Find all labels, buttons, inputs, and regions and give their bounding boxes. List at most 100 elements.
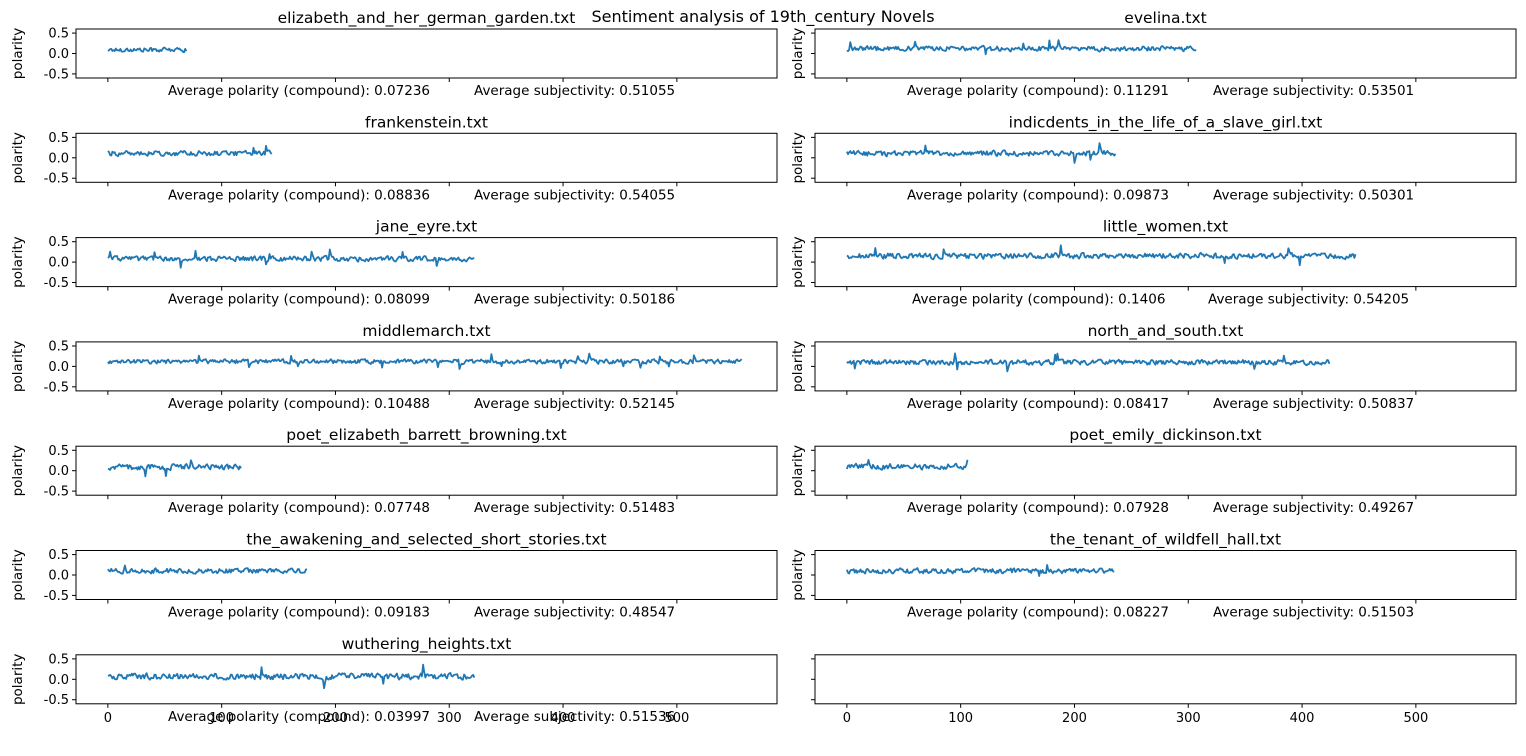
- subplot: wuthering_heights.txt 0.5 0.0 -0.5 polarity 0…: [10, 635, 778, 726]
- subplot-title: wuthering_heights.txt: [342, 635, 512, 654]
- axes-frame: [75, 28, 778, 79]
- polarity-series-line: [107, 144, 273, 158]
- y-tick-label: 0.5: [48, 235, 69, 250]
- y-axis-label: polarity: [10, 654, 26, 705]
- avg-polarity-text: Average polarity (compound): 0.11291: [907, 83, 1169, 99]
- polarity-series-line: [107, 663, 476, 690]
- avg-polarity-text: Average polarity (compound): 0.08836: [168, 187, 430, 203]
- polarity-series-line: [846, 39, 1197, 56]
- y-tick-label: 0.0: [48, 256, 69, 271]
- axes-frame: [814, 28, 1517, 79]
- subplot-title: north_and_south.txt: [1088, 322, 1244, 341]
- x-tick-label: 200: [1062, 711, 1087, 726]
- y-axis-label: polarity: [790, 549, 806, 600]
- y-axis-label: polarity: [790, 132, 806, 183]
- y-tick-label: 0.5: [48, 652, 69, 667]
- y-tick-label: -0.5: [44, 276, 69, 291]
- y-tick-label: 0.5: [48, 548, 69, 563]
- avg-polarity-text: Average polarity (compound): 0.07928: [907, 500, 1169, 516]
- polarity-series-line: [846, 352, 1331, 373]
- y-tick-label: -0.5: [44, 172, 69, 187]
- polarity-series-line: [107, 459, 242, 478]
- figure-suptitle: Sentiment analysis of 19th_century Novel…: [591, 7, 934, 27]
- y-axis-label: polarity: [10, 445, 26, 496]
- avg-polarity-text: Average polarity (compound): 0.1406: [912, 292, 1165, 308]
- avg-polarity-text: Average polarity (compound): 0.09873: [907, 187, 1169, 203]
- subplot-title: the_tenant_of_wildfell_hall.txt: [1050, 531, 1281, 550]
- axes-frame: [75, 445, 778, 496]
- subplot-title: elizabeth_and_her_german_garden.txt: [278, 9, 576, 28]
- avg-subjectivity-text: Average subjectivity: 0.54055: [474, 187, 675, 203]
- y-tick-label: 0.5: [48, 27, 69, 42]
- axes-frame: [814, 341, 1517, 392]
- subplot: the_tenant_of_wildfell_hall.txt polarity A…: [790, 531, 1517, 621]
- y-axis-label: polarity: [790, 341, 806, 392]
- subplot: poet_elizabeth_barrett_browning.txt 0.5 0.…: [10, 426, 778, 516]
- x-tick-label: 100: [209, 711, 234, 726]
- avg-subjectivity-text: Average subjectivity: 0.51483: [474, 500, 675, 516]
- x-tick-label: 0: [104, 711, 112, 726]
- avg-polarity-text: Average polarity (compound): 0.07748: [168, 500, 430, 516]
- x-tick-label: 500: [1403, 711, 1428, 726]
- subplot-title: jane_eyre.txt: [375, 218, 477, 237]
- polarity-series-line: [846, 458, 969, 471]
- y-tick-label: 0.0: [48, 569, 69, 584]
- y-axis-label: polarity: [790, 28, 806, 79]
- subplot: elizabeth_and_her_german_garden.txt 0.5 0.…: [10, 9, 778, 99]
- subplot: the_awakening_and_selected_short_stories…: [10, 531, 778, 621]
- x-tick-label: 500: [664, 711, 689, 726]
- avg-polarity-text: Average polarity (compound): 0.09183: [168, 605, 430, 621]
- polarity-series-line: [107, 248, 475, 269]
- avg-subjectivity-text: Average subjectivity: 0.50837: [1213, 396, 1414, 412]
- avg-subjectivity-text: Average subjectivity: 0.51503: [1213, 605, 1414, 621]
- y-axis-label: polarity: [10, 132, 26, 183]
- y-tick-label: 0.0: [48, 464, 69, 479]
- x-tick-label: 0: [843, 711, 851, 726]
- x-tick-label: 300: [1176, 711, 1201, 726]
- avg-polarity-text: Average polarity (compound): 0.08227: [907, 605, 1169, 621]
- subplot: frankenstein.txt 0.5 0.0 -0.5 polarity Averag…: [10, 113, 778, 203]
- axes-frame: [75, 132, 778, 183]
- y-tick-label: -0.5: [44, 693, 69, 708]
- polarity-series-line: [107, 352, 743, 370]
- avg-subjectivity-text: Average subjectivity: 0.51055: [474, 83, 675, 99]
- avg-polarity-text: Average polarity (compound): 0.08099: [168, 292, 430, 308]
- y-tick-label: -0.5: [44, 485, 69, 500]
- x-tick-label: 200: [323, 711, 348, 726]
- avg-subjectivity-text: Average subjectivity: 0.52145: [474, 396, 675, 412]
- subplot-title: evelina.txt: [1124, 9, 1206, 27]
- polarity-series-line: [107, 564, 308, 575]
- avg-subjectivity-text: Average subjectivity: 0.48547: [474, 605, 675, 621]
- axes-frame: [814, 550, 1517, 600]
- y-tick-label: 0.0: [48, 360, 69, 375]
- y-tick-label: 0.0: [48, 151, 69, 166]
- axes-frame: [814, 445, 1517, 496]
- y-tick-label: -0.5: [44, 380, 69, 395]
- avg-subjectivity-text: Average subjectivity: 0.50301: [1213, 187, 1414, 203]
- avg-subjectivity-text: Average subjectivity: 0.50186: [474, 292, 675, 308]
- avg-polarity-text: Average polarity (compound): 0.03997: [168, 709, 430, 725]
- y-tick-label: 0.5: [48, 131, 69, 146]
- subplot: middlemarch.txt 0.5 0.0 -0.5 polarity Average…: [10, 322, 778, 412]
- subplot: poet_emily_dickinson.txt polarity Average …: [790, 426, 1517, 516]
- y-axis-label: polarity: [10, 236, 26, 287]
- subplot-title: indicdents_in_the_life_of_a_slave_girl.t…: [1009, 113, 1323, 132]
- axes-frame: [814, 654, 1517, 705]
- avg-subjectivity-text: Average subjectivity: 0.54205: [1208, 292, 1409, 308]
- avg-polarity-text: Average polarity (compound): 0.08417: [907, 396, 1169, 412]
- y-tick-label: 0.5: [48, 444, 69, 459]
- polarity-series-line: [107, 46, 188, 54]
- avg-polarity-text: Average polarity (compound): 0.07236: [168, 83, 430, 99]
- subplot: north_and_south.txt polarity Average polar…: [790, 322, 1517, 412]
- subplot-title: little_women.txt: [1103, 218, 1228, 237]
- x-tick-label: 400: [1290, 711, 1315, 726]
- x-tick-label: 100: [948, 711, 973, 726]
- avg-subjectivity-text: Average subjectivity: 0.49267: [1213, 500, 1414, 516]
- y-tick-label: 0.0: [48, 673, 69, 688]
- axes-frame: [814, 237, 1517, 288]
- subplot-grid: elizabeth_and_her_german_garden.txt 0.5 0.…: [10, 9, 1517, 726]
- subplot: 0 100 200 300 400 500: [811, 654, 1517, 726]
- polarity-series-line: [846, 142, 1117, 164]
- polarity-series-line: [846, 564, 1115, 577]
